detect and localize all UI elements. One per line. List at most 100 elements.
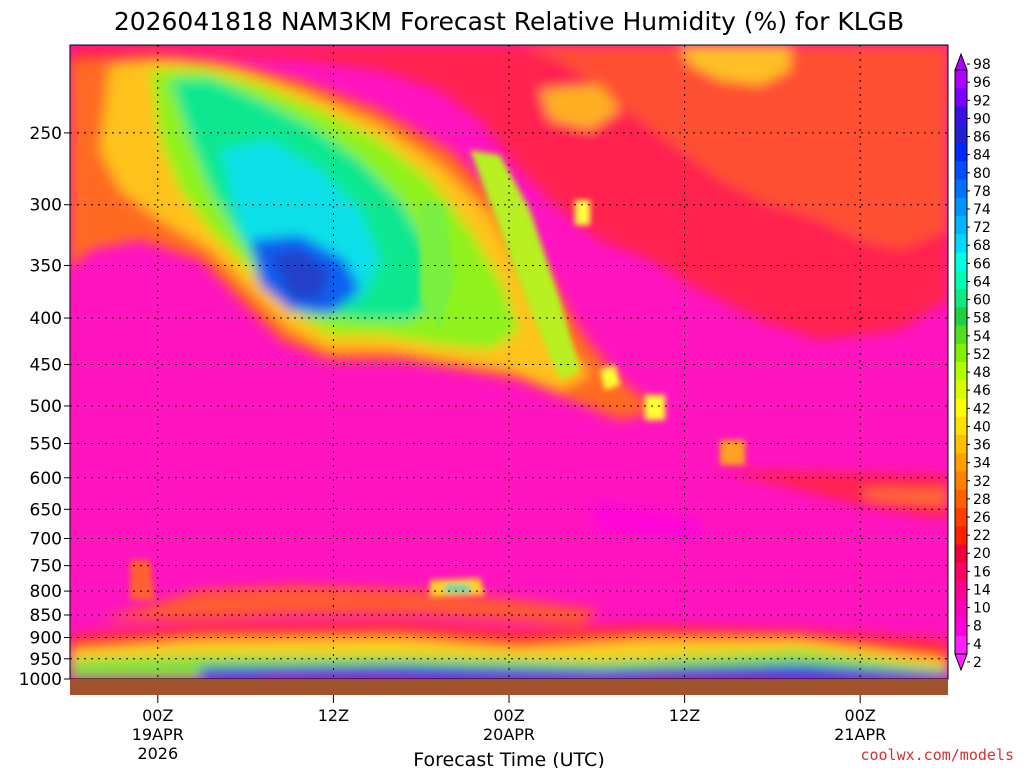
colorbar-label: 68 [973, 238, 991, 254]
colorbar-label: 80 [973, 166, 991, 182]
colorbar-segment [955, 216, 967, 235]
colorbar-segment [955, 197, 967, 217]
colorbar-segment [955, 581, 967, 600]
colorbar: 98 96 92 90 86 84 80 78 74 72 68 66 64 60 58 54 52 48 46 42… [954, 52, 991, 672]
colorbar-label: 52 [973, 347, 991, 363]
colorbar-label: 2 [973, 655, 982, 671]
colorbar-segment [955, 362, 967, 381]
colorbar-segment [955, 380, 967, 399]
colorbar-segment [955, 398, 967, 418]
colorbar-segment [955, 453, 967, 472]
x-tick-label: 20APR [483, 725, 535, 744]
colorbar-label: 46 [973, 383, 991, 399]
colorbar-label: 92 [973, 93, 991, 109]
colorbar-min-arrow [954, 653, 968, 672]
colorbar-label: 40 [973, 419, 991, 435]
colorbar-label: 16 [973, 564, 991, 580]
colorbar-segment [955, 526, 967, 545]
x-tick-label: 00Z [142, 706, 173, 725]
x-tick-label: 00Z [845, 706, 876, 725]
colorbar-label: 96 [973, 75, 991, 91]
colorbar-max-arrow [954, 52, 968, 71]
x-tick-label: 12Z [669, 706, 700, 725]
moist-pockets [130, 560, 485, 600]
colorbar-segment [955, 88, 967, 107]
colorbar-label: 72 [973, 220, 991, 236]
colorbar-label: 78 [973, 184, 991, 200]
colorbar-segment [955, 252, 967, 272]
mid-dry-band [590, 470, 948, 540]
y-tick-label: 450 [30, 355, 62, 375]
colorbar-segment [955, 234, 967, 253]
colorbar-segment [955, 124, 967, 144]
y-tick-label: 700 [30, 529, 62, 549]
x-tick-label: 00Z [493, 706, 524, 725]
y-tick-label: 550 [30, 434, 62, 454]
y-tick-label: 500 [30, 397, 62, 417]
x-axis-label: Forecast Time (UTC) [413, 749, 604, 768]
y-tick-label: 950 [30, 650, 62, 670]
y-tick-label: 800 [30, 582, 62, 602]
grid-lines [70, 45, 948, 679]
colorbar-label: 20 [973, 546, 991, 562]
ground-band [70, 679, 948, 695]
colorbar-frame [954, 69, 968, 655]
colorbar-label: 42 [973, 401, 991, 417]
x-tick-label: 12Z [318, 706, 349, 725]
colorbar-label: 54 [973, 329, 991, 345]
chart-title: 2026041818 NAM3KM Forecast Relative Humi… [114, 7, 904, 36]
colorbar-label: 22 [973, 528, 991, 544]
credit-text: coolwx.com/models [860, 746, 1014, 764]
colorbar-label: 60 [973, 293, 991, 309]
y-tick-label: 300 [30, 196, 62, 216]
y-tick-label: 750 [30, 557, 62, 577]
colorbar-label: 10 [973, 601, 991, 617]
colorbar-segment [955, 106, 967, 126]
colorbar-label: 98 [973, 57, 991, 73]
colorbar-label: 28 [973, 492, 991, 508]
colorbar-label: 66 [973, 256, 991, 272]
colorbar-label: 14 [973, 582, 991, 598]
colorbar-segment [955, 143, 967, 162]
y-tick-label: 850 [30, 606, 62, 626]
colorbar-label: 74 [973, 202, 991, 218]
y-tick-label: 250 [30, 124, 62, 144]
colorbar-label: 64 [973, 274, 991, 290]
colorbar-segment [955, 562, 967, 582]
x-tick-label: 19APR [132, 725, 184, 744]
colorbar-segment [955, 435, 967, 454]
colorbar-segment [955, 617, 967, 637]
colorbar-segment [955, 289, 967, 308]
colorbar-segment [955, 270, 967, 290]
colorbar-segment [955, 416, 967, 436]
colorbar-label: 58 [973, 311, 991, 327]
colorbar-label: 34 [973, 456, 991, 472]
y-axis: 2503003504004505005506006507007508008509… [19, 124, 70, 690]
colorbar-segment [955, 70, 967, 89]
colorbar-label: 32 [973, 474, 991, 490]
colorbar-segment [955, 307, 967, 326]
colorbar-label: 90 [973, 111, 991, 127]
colorbar-segment [955, 635, 967, 655]
colorbar-label: 8 [973, 619, 982, 635]
y-tick-label: 900 [30, 628, 62, 648]
colorbar-label: 86 [973, 130, 991, 146]
colorbar-segment [955, 489, 967, 509]
colorbar-label: 84 [973, 148, 991, 164]
colorbar-segment [955, 599, 967, 618]
y-tick-label: 400 [30, 309, 62, 329]
colorbar-segment [955, 343, 967, 363]
colorbar-segment [955, 325, 967, 345]
colorbar-segment [955, 471, 967, 491]
x-tick-label: 21APR [834, 725, 886, 744]
colorbar-segment [955, 544, 967, 564]
colorbar-label: 36 [973, 438, 991, 454]
upper-dry-zone [70, 45, 948, 340]
colorbar-segment [955, 161, 967, 180]
colorbar-label: 26 [973, 510, 991, 526]
y-tick-label: 1000 [19, 670, 62, 690]
y-tick-label: 650 [30, 500, 62, 520]
colorbar-label: 48 [973, 365, 991, 381]
